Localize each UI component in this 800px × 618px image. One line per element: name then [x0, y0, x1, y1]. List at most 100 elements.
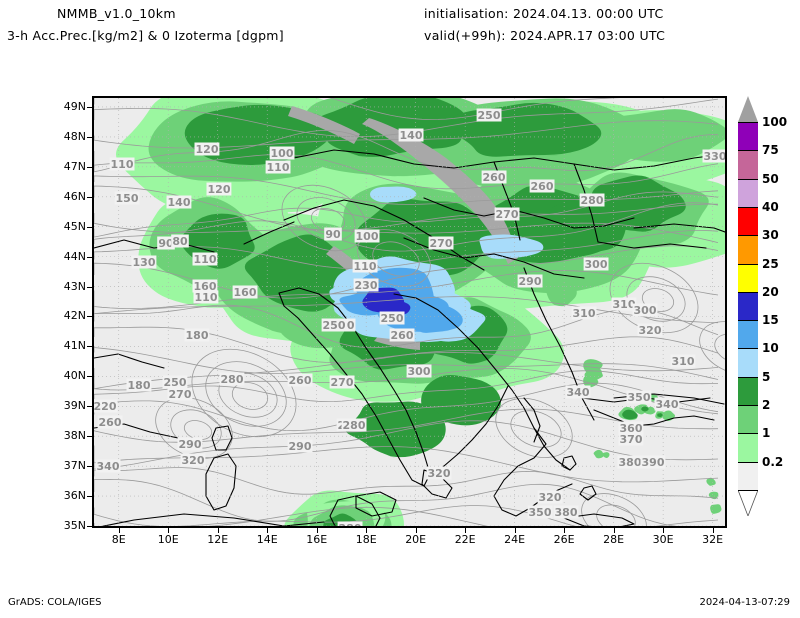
- colorbar-band: [738, 263, 758, 293]
- x-tick-label: 22E: [454, 533, 476, 546]
- svg-text:340: 340: [97, 460, 120, 473]
- x-tick-label: 10E: [157, 533, 179, 546]
- svg-text:140: 140: [168, 196, 191, 209]
- colorbar-label: 40: [762, 199, 779, 214]
- weather-map-plot[interactable]: 90 80 110 100 110 120 120 140 150 130 110 160 160 110…: [92, 96, 727, 528]
- svg-text:320: 320: [539, 491, 562, 504]
- y-tick-mark: [87, 376, 92, 378]
- colorbar-band: [738, 235, 758, 265]
- colorbar-band: [738, 178, 758, 208]
- svg-text:160: 160: [234, 286, 257, 299]
- svg-text:90: 90: [158, 237, 174, 250]
- y-tick-mark: [87, 436, 92, 438]
- svg-text:360: 360: [620, 422, 643, 435]
- y-tick-label: 41N: [63, 339, 86, 353]
- y-tick-mark: [87, 256, 92, 258]
- svg-text:250: 250: [381, 312, 404, 325]
- svg-text:270: 270: [169, 388, 192, 401]
- colorbar-tick: [738, 291, 758, 293]
- y-tick-label: 43N: [63, 279, 86, 293]
- y-tick-label: 38N: [63, 429, 86, 443]
- y-tick-label: 36N: [63, 489, 86, 503]
- svg-text:120: 120: [196, 143, 219, 156]
- colorbar-label: 15: [762, 313, 779, 328]
- x-tick-mark: [415, 528, 417, 533]
- colorbar-band: [738, 405, 758, 434]
- svg-text:110: 110: [194, 253, 217, 266]
- y-tick-label: 35N: [63, 519, 86, 532]
- svg-text:150: 150: [116, 192, 139, 205]
- svg-text:180: 180: [186, 329, 209, 342]
- svg-text:300: 300: [408, 365, 431, 378]
- colorbar-tick: [738, 206, 758, 208]
- svg-text:180: 180: [128, 379, 151, 392]
- svg-text:110: 110: [354, 260, 377, 273]
- svg-text:320: 320: [428, 467, 451, 480]
- svg-text:140: 140: [400, 129, 423, 142]
- map-gridlines: [94, 98, 725, 526]
- colorbar-tick: [738, 433, 758, 435]
- x-tick-mark: [712, 528, 714, 533]
- x-tick-mark: [564, 528, 566, 533]
- colorbar-tick: [738, 122, 758, 123]
- colorbar-band: [738, 122, 758, 151]
- valid-time: valid(+99h): 2024.APR.17 03:00 UTC: [424, 28, 666, 43]
- x-tick-label: 20E: [405, 533, 427, 546]
- y-tick-mark: [87, 406, 92, 408]
- svg-text:280: 280: [581, 194, 604, 207]
- svg-text:300: 300: [585, 258, 608, 271]
- svg-text:370: 370: [620, 433, 643, 446]
- svg-text:290: 290: [179, 438, 202, 451]
- credit-text: GrADS: COLA/IGES: [8, 597, 102, 608]
- generated-stamp: 2024-04-13-07:29: [699, 597, 790, 608]
- colorbar-tick: [738, 348, 758, 350]
- svg-text:110: 110: [267, 161, 290, 174]
- svg-text:90: 90: [325, 228, 341, 241]
- svg-text:270: 270: [331, 376, 354, 389]
- colorbar-band: [738, 461, 758, 491]
- colorbar-tick: [738, 235, 758, 237]
- svg-text:100: 100: [271, 147, 294, 160]
- y-tick-mark: [87, 166, 92, 168]
- svg-text:290: 290: [289, 440, 312, 453]
- colorbar-label: 20: [762, 284, 779, 299]
- colorbar-label: 1: [762, 426, 771, 441]
- y-tick-label: 47N: [63, 159, 86, 173]
- y-tick-label: 39N: [63, 399, 86, 413]
- field-description: 3-h Acc.Prec.[kg/m2] & 0 Izoterma [dgpm]: [7, 28, 284, 43]
- colorbar-tick: [738, 405, 758, 407]
- colorbar-tick: [738, 490, 758, 491]
- svg-text:260: 260: [391, 329, 414, 342]
- y-tick-label: 45N: [63, 219, 86, 233]
- y-tick-mark: [87, 226, 92, 228]
- svg-text:260: 260: [531, 180, 554, 193]
- svg-text:280: 280: [339, 522, 362, 526]
- x-tick-mark: [267, 528, 269, 533]
- colorbar-tick: [738, 150, 758, 152]
- y-tick-label: 48N: [63, 129, 86, 143]
- colorbar-label: 5: [762, 369, 771, 384]
- y-tick-mark: [87, 136, 92, 138]
- svg-text:310: 310: [613, 298, 636, 311]
- svg-text:380: 380: [555, 506, 578, 519]
- y-tick-label: 49N: [63, 99, 86, 113]
- x-tick-label: 14E: [256, 533, 278, 546]
- colorbar-label: 0.2: [762, 454, 784, 469]
- svg-text:260: 260: [289, 374, 312, 387]
- precipitation-colorbar[interactable]: 100 75 50 40 30 25 20 15 10 5 2 1 0.2: [738, 96, 787, 516]
- colorbar-label: 50: [762, 171, 779, 186]
- svg-text:340: 340: [656, 398, 679, 411]
- y-tick-label: 40N: [63, 369, 86, 383]
- y-tick-mark: [87, 106, 92, 108]
- x-tick-mark: [663, 528, 665, 533]
- x-tick-mark: [217, 528, 219, 533]
- x-tick-label: 12E: [207, 533, 229, 546]
- svg-text:230: 230: [355, 279, 378, 292]
- precipitation-layer: [116, 98, 725, 526]
- svg-text:260: 260: [99, 416, 122, 429]
- colorbar-over-cap: [738, 96, 758, 122]
- x-tick-mark: [118, 528, 120, 533]
- svg-text:260: 260: [483, 171, 506, 184]
- svg-text:110: 110: [195, 291, 218, 304]
